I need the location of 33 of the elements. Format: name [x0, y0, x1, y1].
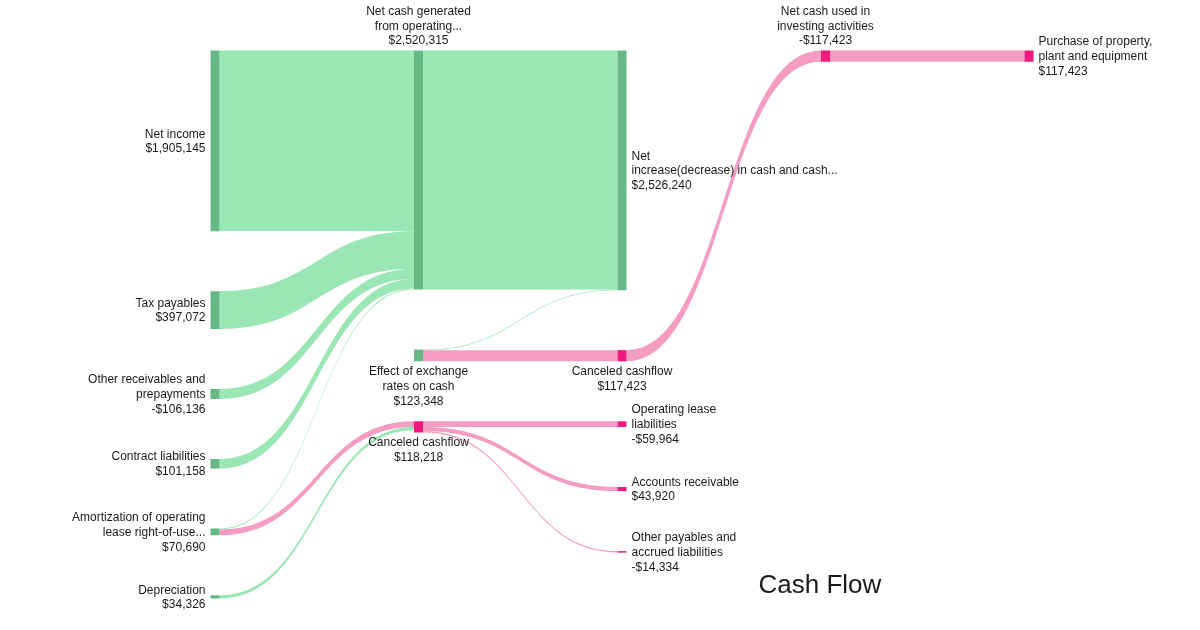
data-label: $397,072: [155, 310, 206, 325]
category-label: Net cash used in investing activities: [777, 4, 874, 33]
category-label: Contract liabilities: [111, 449, 206, 464]
data-label: -$117,423: [798, 33, 853, 48]
data-label: -$14,334: [631, 559, 680, 574]
data-label: $117,423: [1038, 63, 1088, 78]
data-label: $123,348: [393, 393, 444, 408]
category-label: Depreciation: [138, 582, 206, 597]
category-label: Other receivables and prepayments: [88, 372, 206, 401]
category-label: Net cash generated from operating...: [366, 4, 471, 33]
data-label: $2,526,240: [631, 178, 692, 193]
data-label: $118,218: [393, 450, 444, 465]
category-label: Canceled cashflow: [571, 364, 673, 379]
category-label: Net income: [144, 126, 206, 141]
category-label: Other payables and accrued liabilities: [631, 530, 737, 559]
data-label: $70,690: [162, 539, 206, 554]
category-label: Net increase(decrease) in cash and cash...: [631, 148, 838, 178]
category-label: Accounts receivable: [631, 474, 740, 489]
category-label: Canceled cashflow: [368, 435, 470, 450]
data-label: $117,423: [597, 378, 647, 393]
data-label: $34,326: [162, 597, 206, 612]
category-label: Effect of exchange rates on cash: [368, 364, 469, 393]
category-label: Amortization of operating lease right-of-use...: [72, 510, 206, 539]
category-label: Tax payables: [135, 295, 206, 310]
data-label: -$106,136: [151, 401, 206, 416]
data-label: $2,520,315: [388, 33, 449, 48]
data-label: $1,905,145: [145, 141, 206, 156]
text: Cash Flow: [758, 568, 882, 599]
data-label: -$59,964: [631, 431, 680, 446]
category-label: Purchase of property, plant and equipment: [1038, 34, 1153, 64]
category-label: Operating lease liabilities: [631, 402, 717, 432]
data-label: $43,920: [631, 489, 676, 504]
data-label: $101,158: [155, 464, 206, 479]
